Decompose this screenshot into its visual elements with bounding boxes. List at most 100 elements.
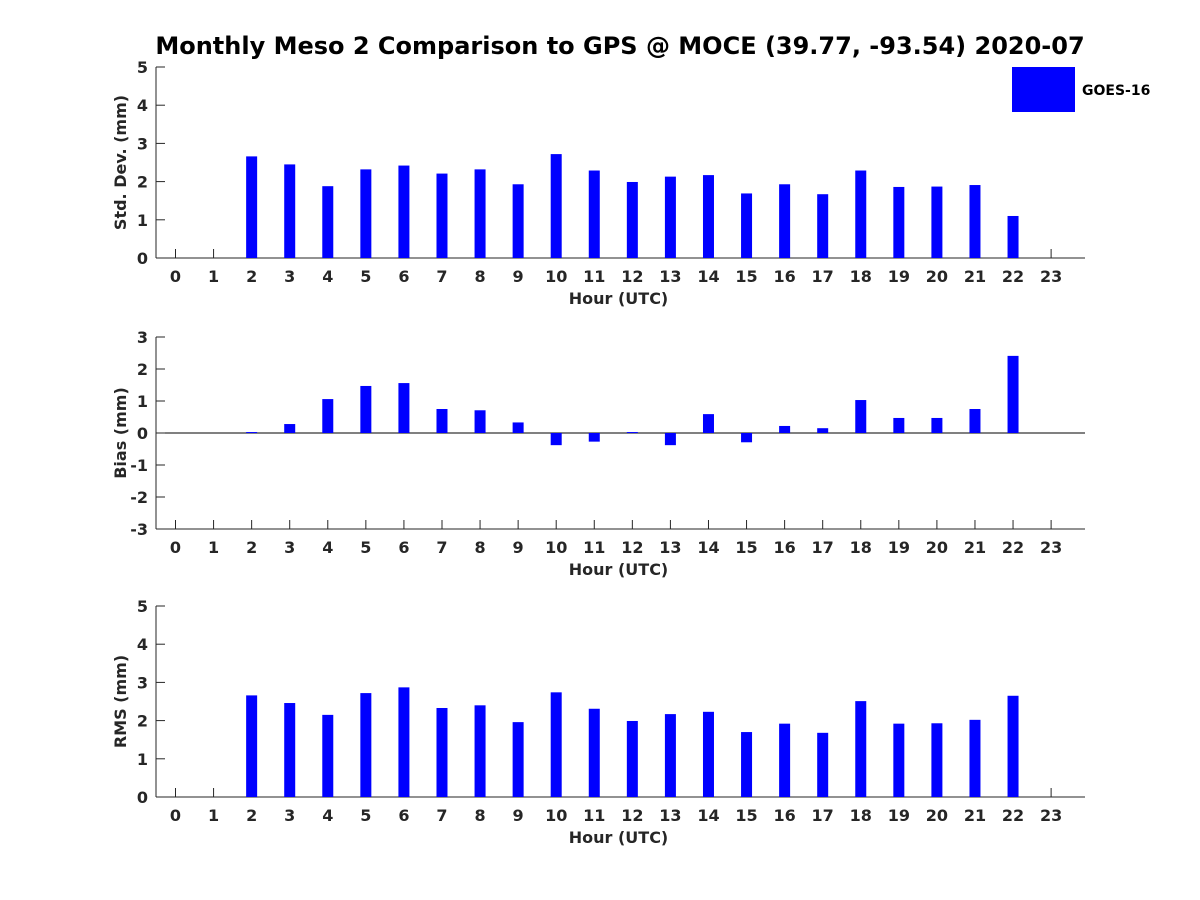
x-tick-label: 0 <box>170 538 181 557</box>
x-tick-label: 18 <box>850 806 872 825</box>
x-tick-label: 12 <box>621 267 643 286</box>
bar <box>893 723 905 797</box>
x-tick-label: 2 <box>246 806 257 825</box>
bar <box>664 176 676 258</box>
bar <box>741 193 753 258</box>
x-tick-label: 5 <box>360 806 371 825</box>
y-tick-label: -3 <box>130 520 148 539</box>
x-tick-label: 12 <box>621 538 643 557</box>
x-tick-label: 21 <box>964 267 986 286</box>
y-tick-label: 1 <box>137 392 148 411</box>
x-tick-label: 13 <box>659 267 681 286</box>
x-tick-label: 21 <box>964 806 986 825</box>
bar <box>436 409 448 433</box>
y-axis-label: RMS (mm) <box>111 655 130 748</box>
x-tick-label: 17 <box>812 267 834 286</box>
bar <box>360 169 372 258</box>
y-tick-label: 3 <box>137 328 148 347</box>
bar <box>741 433 753 443</box>
x-tick-label: 6 <box>398 538 409 557</box>
x-tick-label: 2 <box>246 267 257 286</box>
bar <box>436 173 448 258</box>
legend-swatch <box>1012 67 1075 112</box>
bar <box>512 184 524 258</box>
y-tick-label: 2 <box>137 712 148 731</box>
y-tick-label: 1 <box>137 750 148 769</box>
bar <box>817 428 829 433</box>
bar <box>626 181 638 258</box>
y-tick-label: 2 <box>137 360 148 379</box>
x-tick-label: 18 <box>850 538 872 557</box>
bar <box>893 417 905 433</box>
bar <box>855 701 867 797</box>
x-tick-label: 17 <box>812 806 834 825</box>
x-axis-label: Hour (UTC) <box>569 289 669 308</box>
bar <box>550 433 562 446</box>
bar <box>512 422 524 433</box>
bar <box>893 186 905 258</box>
y-tick-label: 2 <box>137 173 148 192</box>
x-tick-label: 16 <box>773 538 795 557</box>
x-tick-label: 11 <box>583 538 605 557</box>
x-tick-label: 7 <box>436 806 447 825</box>
x-tick-label: 19 <box>888 806 910 825</box>
bar <box>398 687 410 797</box>
x-tick-label: 1 <box>208 267 219 286</box>
x-tick-label: 20 <box>926 267 948 286</box>
bar <box>360 385 372 433</box>
x-tick-label: 14 <box>697 267 719 286</box>
x-tick-label: 13 <box>659 806 681 825</box>
x-tick-label: 4 <box>322 806 333 825</box>
y-axis-label: Std. Dev. (mm) <box>111 95 130 230</box>
bar <box>969 719 981 797</box>
y-tick-label: 5 <box>137 58 148 77</box>
bar <box>322 186 334 258</box>
y-axis-label: Bias (mm) <box>111 387 130 479</box>
x-tick-label: 14 <box>697 806 719 825</box>
x-tick-label: 23 <box>1040 538 1062 557</box>
bar <box>474 410 486 433</box>
bar <box>931 723 943 797</box>
y-tick-label: 0 <box>137 249 148 268</box>
x-tick-label: 3 <box>284 806 295 825</box>
x-tick-label: 6 <box>398 806 409 825</box>
bar <box>474 705 486 797</box>
x-tick-label: 15 <box>735 538 757 557</box>
x-tick-label: 22 <box>1002 267 1024 286</box>
bar <box>436 707 448 797</box>
x-tick-label: 10 <box>545 806 567 825</box>
x-tick-label: 21 <box>964 538 986 557</box>
x-tick-label: 7 <box>436 267 447 286</box>
x-tick-label: 20 <box>926 538 948 557</box>
x-tick-label: 9 <box>513 538 524 557</box>
y-tick-label: 0 <box>137 424 148 443</box>
bar <box>474 169 486 258</box>
bar <box>702 414 714 433</box>
x-tick-label: 16 <box>773 806 795 825</box>
y-tick-label: 1 <box>137 211 148 230</box>
bar <box>626 432 638 434</box>
bar <box>931 417 943 433</box>
y-tick-label: 3 <box>137 673 148 692</box>
bar <box>741 732 753 797</box>
x-tick-label: 2 <box>246 538 257 557</box>
bar <box>550 154 562 258</box>
bar <box>817 732 829 797</box>
bar <box>588 433 600 442</box>
x-tick-label: 3 <box>284 538 295 557</box>
y-tick-label: 3 <box>137 134 148 153</box>
bar <box>322 714 334 797</box>
bar <box>1007 215 1019 258</box>
bar <box>284 424 296 433</box>
x-tick-label: 8 <box>474 538 485 557</box>
x-tick-label: 23 <box>1040 267 1062 286</box>
x-tick-label: 9 <box>513 806 524 825</box>
bar <box>855 170 867 258</box>
x-tick-label: 9 <box>513 267 524 286</box>
x-tick-label: 0 <box>170 806 181 825</box>
bar <box>626 720 638 797</box>
